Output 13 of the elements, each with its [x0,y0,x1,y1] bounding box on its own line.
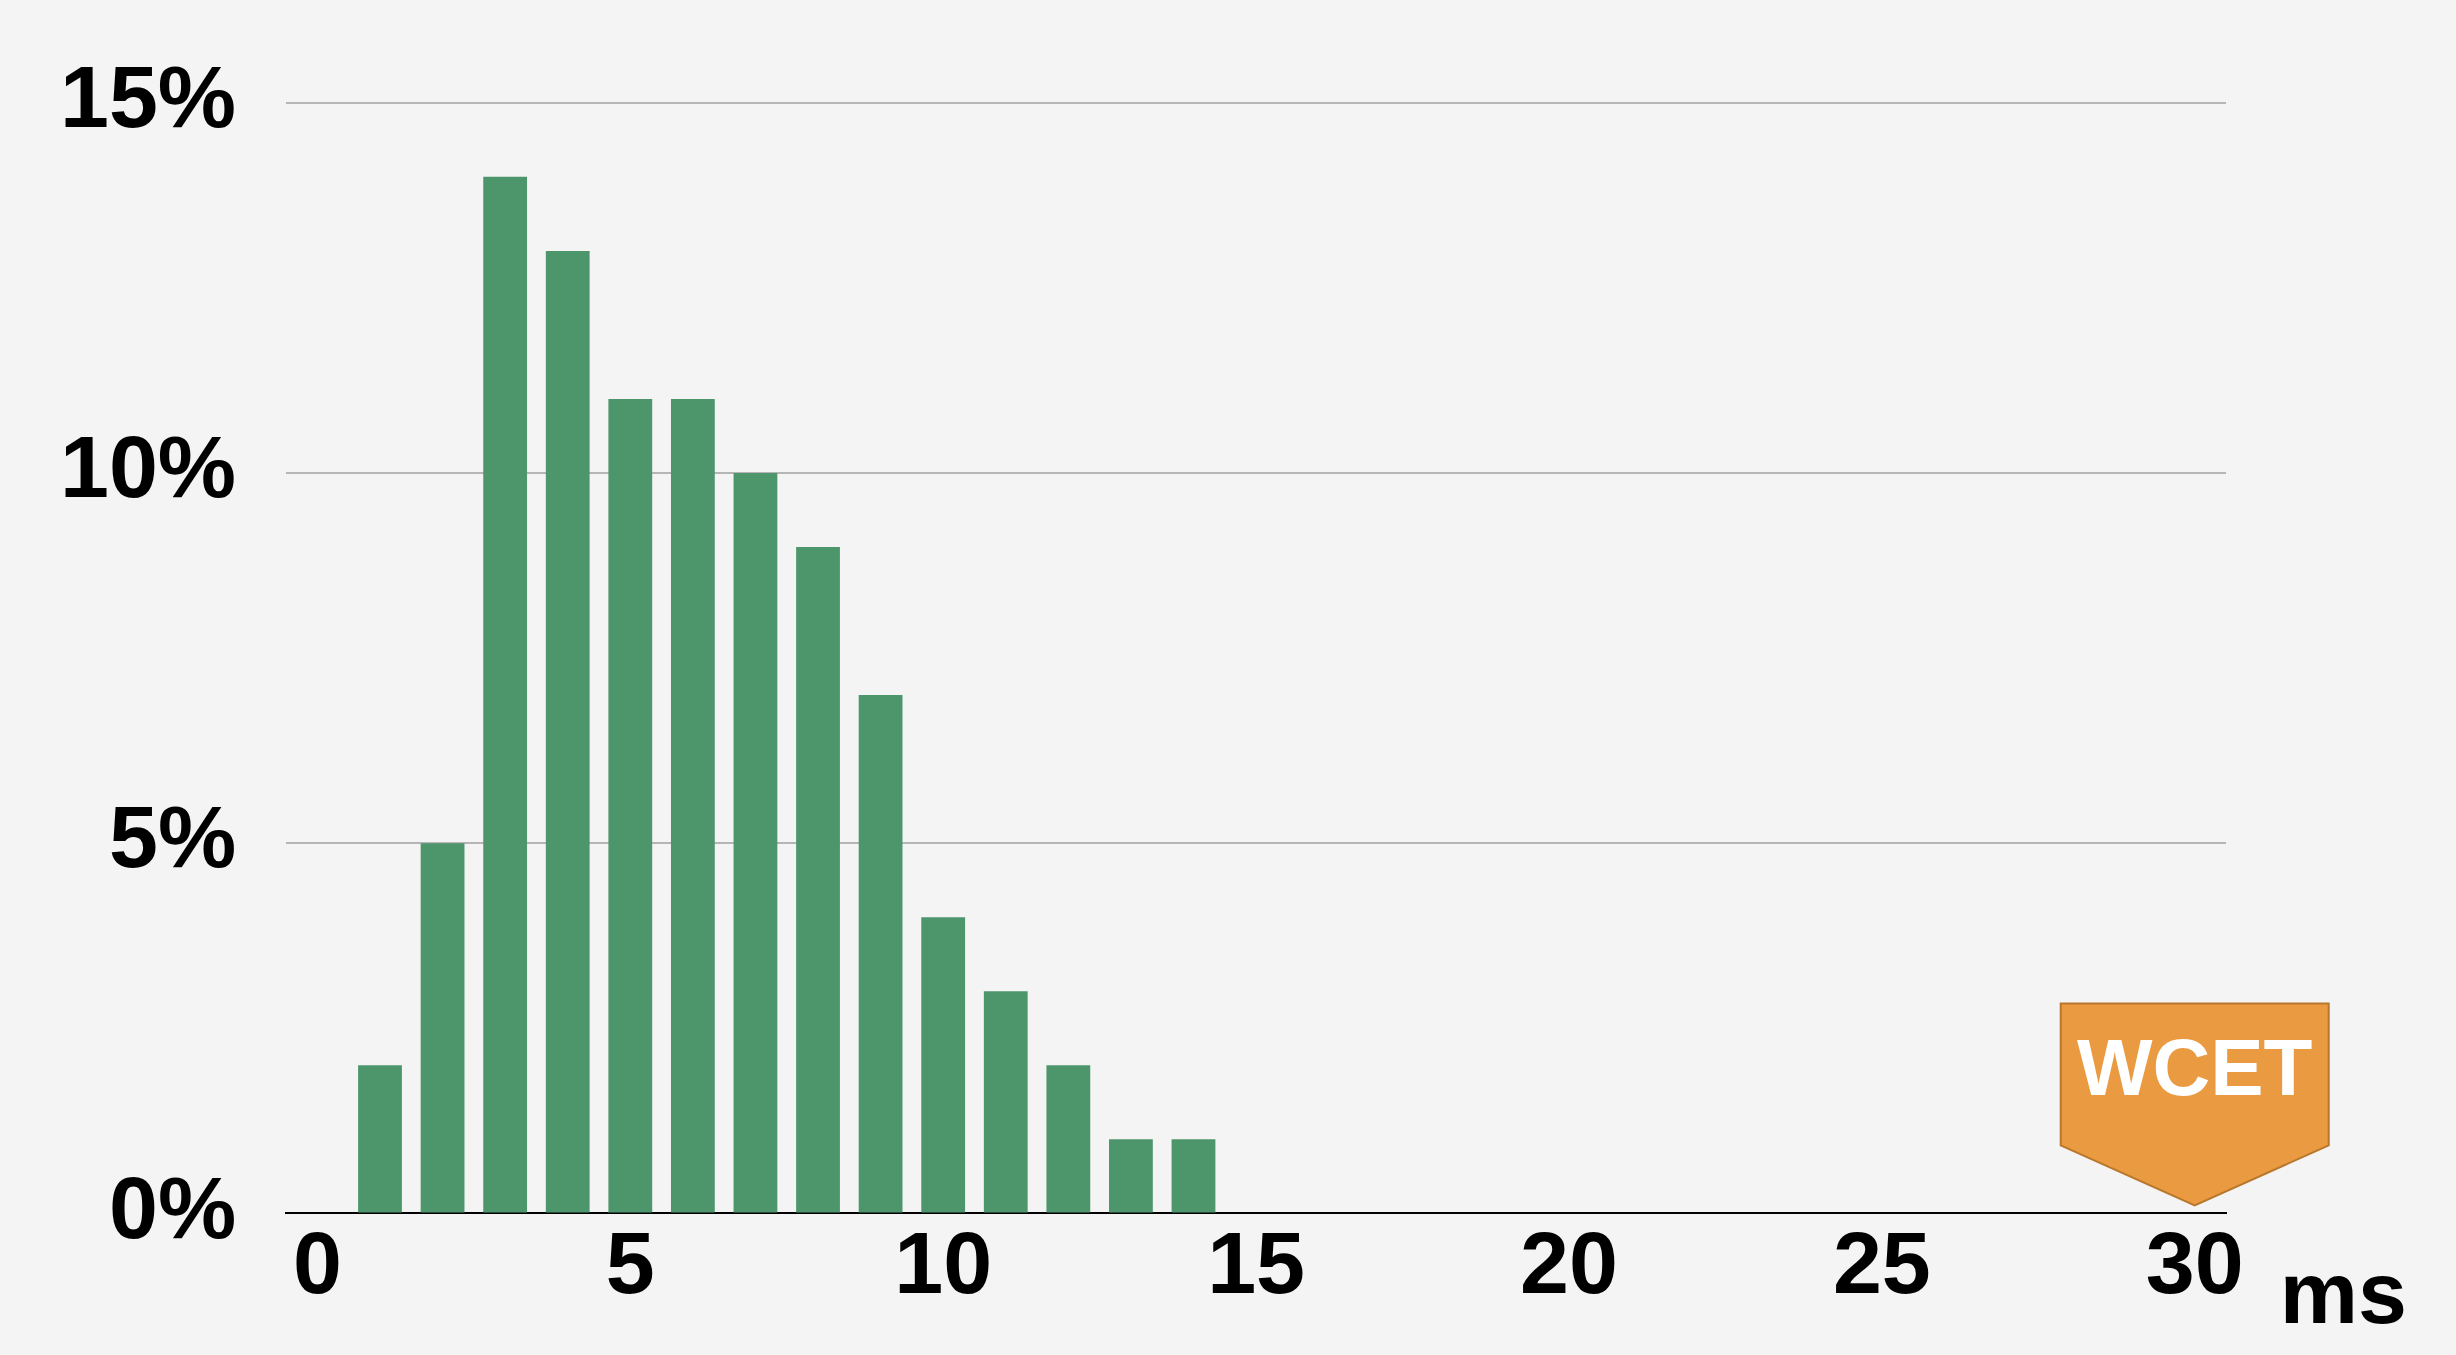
x-tick-label: 5 [605,1213,655,1313]
y-tick-label: 0% [108,1157,237,1257]
x-axis-title: ms [2279,1242,2407,1342]
y-tick-label: 15% [59,47,237,147]
x-tick-label: 0 [292,1213,342,1313]
x-tick-label: 20 [1520,1213,1618,1313]
x-tick-label: 15 [1207,1213,1306,1313]
x-tick-label: 30 [2145,1213,2244,1313]
annotation: WCET [2076,1023,2313,1113]
y-tick-label: 10% [59,417,237,517]
x-tick-label: 25 [1832,1213,1931,1313]
y-tick-label: 5% [108,787,237,887]
x-tick-label: 10 [894,1213,993,1313]
